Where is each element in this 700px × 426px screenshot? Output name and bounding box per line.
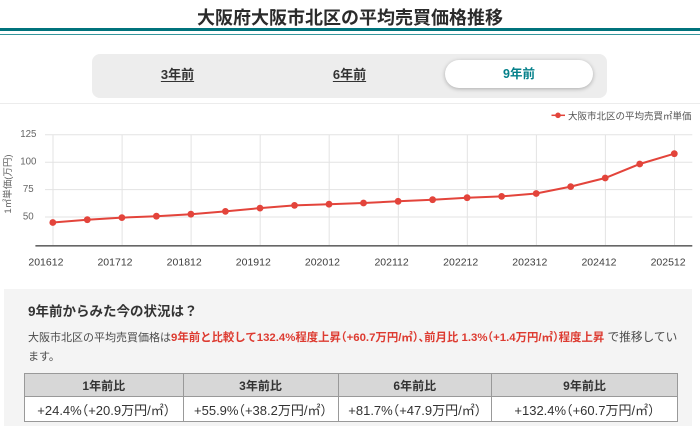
svg-text:201612: 201612: [28, 257, 63, 269]
svg-text:75: 75: [23, 184, 34, 195]
svg-text:202312: 202312: [512, 257, 547, 269]
svg-text:100: 100: [20, 157, 37, 168]
svg-text:201712: 201712: [97, 257, 132, 269]
svg-text:1㎡単価(万円): 1㎡単価(万円): [2, 154, 14, 213]
svg-text:201912: 201912: [236, 257, 271, 269]
svg-text:大阪市北区の平均売買㎡単価: 大阪市北区の平均売買㎡単価: [568, 111, 692, 123]
svg-text:50: 50: [23, 211, 34, 222]
svg-text:202112: 202112: [374, 257, 408, 269]
svg-text:201812: 201812: [167, 257, 202, 269]
svg-text:125: 125: [20, 129, 36, 140]
svg-text:202412: 202412: [581, 257, 616, 269]
svg-text:202212: 202212: [443, 257, 478, 269]
svg-text:202012: 202012: [305, 257, 340, 269]
svg-text:202512: 202512: [651, 257, 686, 269]
